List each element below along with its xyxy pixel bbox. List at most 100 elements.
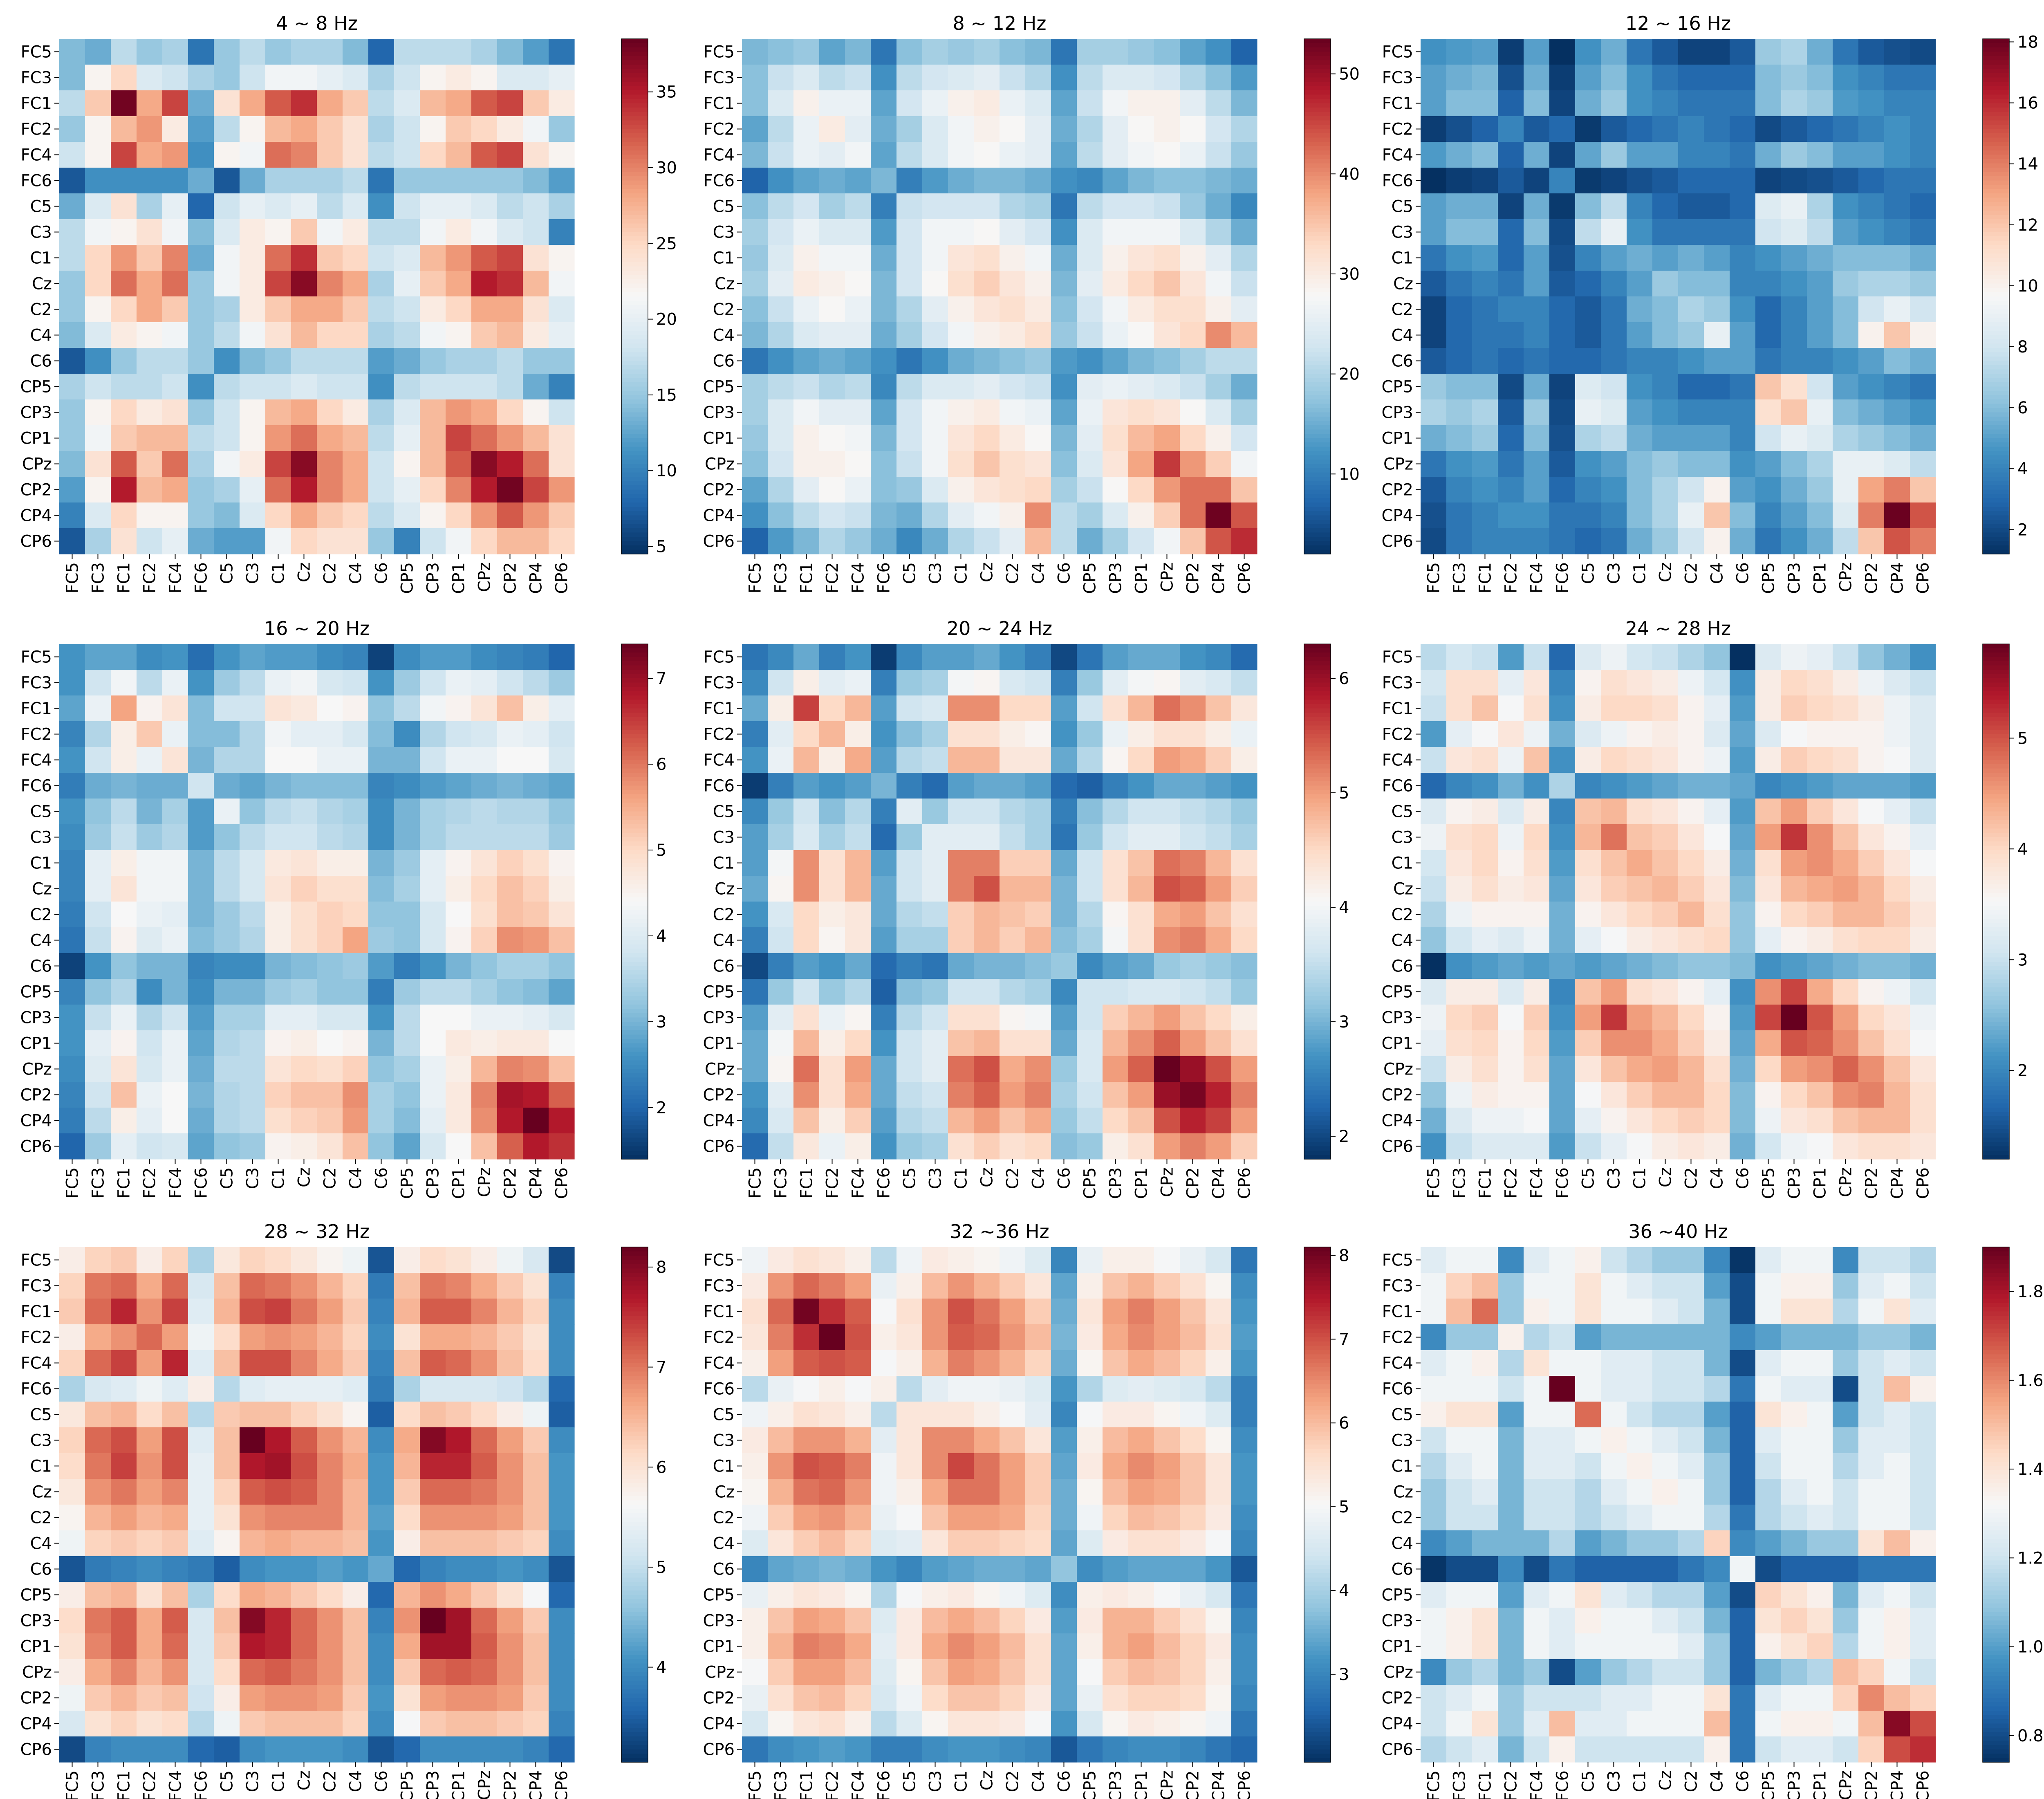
- heatmap-cell: [1730, 799, 1756, 825]
- heatmap-cell: [1601, 1030, 1627, 1057]
- y-tick-label: CP6: [1382, 1137, 1414, 1156]
- heatmap-cell: [188, 1479, 214, 1505]
- y-tick-label: CP5: [703, 1586, 735, 1605]
- heatmap-cell: [1154, 322, 1180, 348]
- colorbar-segment: [621, 206, 648, 211]
- heatmap-cell: [819, 1530, 845, 1557]
- heatmap-cell: [1524, 502, 1550, 529]
- heatmap-cell: [1575, 1108, 1601, 1134]
- heatmap-cell: [922, 477, 948, 503]
- heatmap-cell: [1807, 1030, 1833, 1057]
- colorbar-segment: [1983, 678, 2009, 683]
- colorbar-segment: [1304, 1659, 1331, 1664]
- heatmap-cell: [1498, 1324, 1524, 1350]
- colorbar-tick-label: 4: [656, 1658, 666, 1677]
- heatmap-cell: [59, 1479, 85, 1505]
- x-tick-label: CP6: [1235, 1770, 1254, 1799]
- heatmap-cell: [819, 876, 845, 902]
- heatmap-cell: [1549, 1273, 1576, 1299]
- heatmap-cell: [819, 1608, 845, 1634]
- heatmap-cell: [768, 1608, 794, 1634]
- heatmap-cell: [922, 1633, 948, 1660]
- colorbar-segment: [621, 1303, 648, 1308]
- heatmap-cell: [471, 1453, 498, 1479]
- heatmap-cell: [59, 1711, 85, 1737]
- colorbar-segment: [1983, 824, 2009, 829]
- heatmap-cell: [471, 721, 498, 747]
- colorbar-segment: [1983, 477, 2009, 482]
- heatmap-cell: [1858, 670, 1885, 696]
- heatmap-cell: [819, 1556, 845, 1582]
- heatmap-cell: [420, 245, 446, 271]
- heatmap-cell: [188, 168, 214, 194]
- heatmap-cell: [1231, 695, 1257, 722]
- heatmap-cell: [1884, 1299, 1910, 1325]
- heatmap-cell: [1833, 721, 1859, 747]
- heatmap-cell: [1730, 142, 1756, 168]
- heatmap-cell: [1077, 477, 1103, 503]
- heatmap-cell: [394, 1608, 420, 1634]
- heatmap-cell: [793, 824, 820, 850]
- heatmap-cell: [85, 1582, 111, 1608]
- heatmap-cell: [497, 1505, 523, 1531]
- x-tick-label: Cz: [978, 562, 997, 582]
- x-tick-label: FC3: [772, 1770, 791, 1799]
- colorbar-segment: [1983, 545, 2009, 550]
- colorbar-segment: [1304, 1642, 1331, 1647]
- colorbar-segment: [1983, 541, 2009, 546]
- heatmap-cell: [896, 1479, 923, 1505]
- colorbar-segment: [1983, 258, 2009, 262]
- heatmap-cell: [1781, 747, 1807, 773]
- heatmap-cell: [1025, 399, 1051, 426]
- heatmap-cell: [1446, 773, 1472, 799]
- heatmap-cell: [1524, 670, 1550, 696]
- heatmap-cell: [1077, 1556, 1103, 1582]
- heatmap-cell: [1154, 1685, 1180, 1711]
- x-tick-label: Cz: [295, 1167, 314, 1187]
- colorbar-segment: [1304, 378, 1331, 383]
- heatmap-cell: [471, 1299, 498, 1325]
- heatmap-cell: [1755, 219, 1782, 245]
- heatmap-cell: [162, 142, 188, 168]
- heatmap-cell: [291, 502, 317, 529]
- heatmap-cell: [1627, 927, 1653, 953]
- heatmap-cell: [240, 979, 266, 1005]
- heatmap-cell: [1498, 502, 1524, 529]
- heatmap-cell: [471, 1082, 498, 1108]
- heatmap-cell: [1678, 824, 1704, 850]
- x-tick-label: C5: [901, 1167, 919, 1189]
- heatmap-cell: [1206, 1133, 1232, 1160]
- heatmap-cell: [59, 1402, 85, 1428]
- heatmap-cell: [1206, 1556, 1232, 1582]
- heatmap-cell: [523, 902, 549, 928]
- heatmap-cell: [1781, 721, 1807, 747]
- colorbar-segment: [1983, 494, 2009, 499]
- heatmap-cell: [974, 322, 1000, 348]
- heatmap-cell: [317, 245, 343, 271]
- heatmap-cell: [446, 876, 472, 902]
- colorbar-segment: [1304, 931, 1331, 936]
- x-tick-label: C6: [1055, 562, 1074, 584]
- heatmap-cell: [1755, 65, 1782, 91]
- heatmap-cell: [1180, 1479, 1206, 1505]
- heatmap-cell: [1231, 1659, 1257, 1685]
- heatmap-cell: [497, 168, 523, 194]
- heatmap-cell: [1103, 1530, 1129, 1557]
- x-tick-label: FC3: [89, 1167, 108, 1198]
- colorbar-segment: [1304, 1719, 1331, 1724]
- heatmap-cell: [137, 1402, 163, 1428]
- heatmap-cell: [1549, 142, 1576, 168]
- colorbar-segment: [1983, 914, 2009, 919]
- heatmap-cell: [742, 721, 768, 747]
- heatmap-cell: [1421, 502, 1447, 529]
- heatmap-cell: [240, 348, 266, 374]
- colorbar-segment: [1983, 970, 2009, 975]
- colorbar-segment: [621, 1112, 648, 1117]
- heatmap-cell: [188, 953, 214, 979]
- heatmap-cell: [1781, 644, 1807, 670]
- colorbar-segment: [621, 545, 648, 550]
- colorbar-segment: [621, 60, 648, 65]
- heatmap-cell: [420, 953, 446, 979]
- heatmap-cell: [188, 374, 214, 400]
- heatmap-cell: [291, 927, 317, 953]
